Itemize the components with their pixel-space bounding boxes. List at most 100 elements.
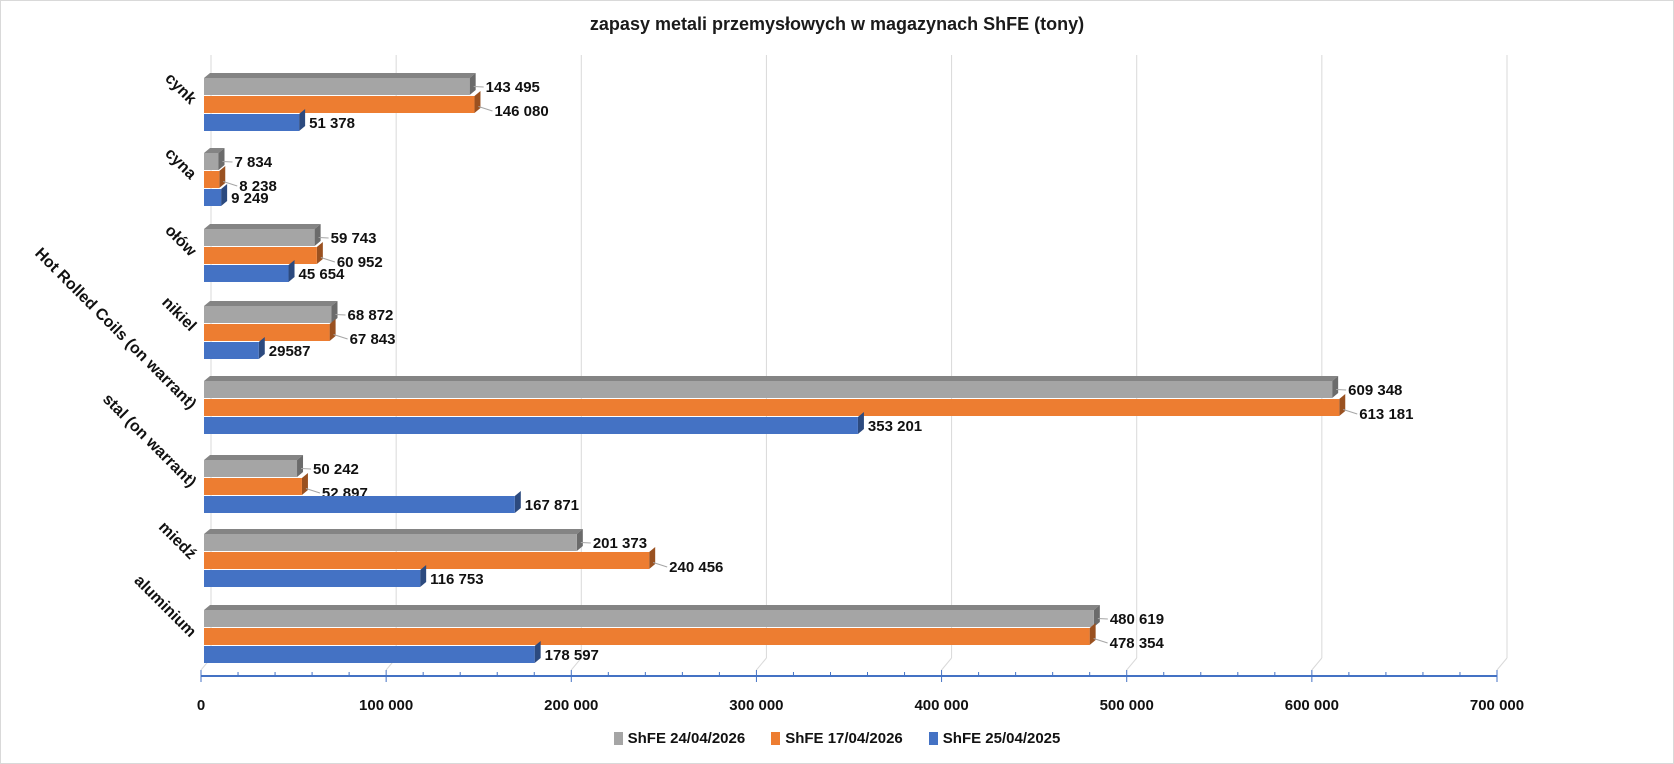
bar-side-face — [534, 641, 541, 663]
gridline-floor — [1126, 657, 1138, 671]
category-label: miedź — [155, 519, 199, 563]
data-label-leader — [1343, 409, 1358, 415]
gridline-floor — [570, 657, 582, 671]
x-tick-label: 200 000 — [544, 697, 598, 714]
bar-side-face — [1332, 376, 1339, 398]
bar — [204, 247, 317, 264]
data-label-leader — [335, 314, 346, 316]
legend-label: ShFE 25/04/2025 — [942, 730, 1061, 747]
bar — [204, 610, 1094, 627]
bar-side-face — [649, 547, 656, 569]
data-label: 353 201 — [868, 418, 922, 435]
data-label-leader — [223, 181, 238, 187]
bar-top-face — [204, 301, 338, 306]
bar-side-face — [219, 166, 226, 188]
bar-side-face — [288, 260, 295, 282]
data-label: 178 597 — [545, 647, 599, 664]
data-label-leader — [333, 334, 348, 340]
category-label: cynk — [161, 70, 199, 108]
bar-top-face — [204, 529, 583, 534]
bar — [204, 306, 332, 323]
bar-side-face — [576, 529, 583, 551]
bar-side-face — [474, 91, 481, 113]
bar-side-face — [301, 473, 308, 495]
bar — [204, 646, 535, 663]
x-tick-label: 100 000 — [359, 697, 413, 714]
bar — [204, 534, 577, 551]
bar — [204, 417, 858, 434]
data-label: 60 952 — [337, 254, 383, 271]
bar — [204, 399, 1340, 416]
data-label-leader — [300, 468, 312, 470]
gridline-floor — [1311, 657, 1323, 671]
data-label: 50 242 — [313, 461, 359, 478]
bar — [204, 229, 315, 246]
x-tick-label: 0 — [197, 697, 205, 714]
legend-swatch — [613, 732, 623, 745]
x-tick-label: 700 000 — [1470, 697, 1524, 714]
bar-side-face — [221, 184, 228, 206]
bar-side-face — [469, 73, 476, 95]
data-label: 29587 — [269, 343, 311, 360]
data-label: 45 654 — [299, 266, 346, 283]
legend-swatch — [928, 732, 938, 745]
chart-title: zapasy metali przemysłowych w magazynach… — [589, 14, 1085, 34]
bar-top-face — [204, 148, 225, 153]
legend-label: ShFE 24/04/2026 — [627, 730, 746, 747]
data-label: 146 080 — [494, 103, 548, 120]
data-label: 68 872 — [348, 307, 394, 324]
data-label: 7 834 — [235, 154, 273, 171]
legend-item: ShFE 25/04/2025 — [928, 730, 1061, 747]
bar — [204, 628, 1090, 645]
data-label: 240 456 — [669, 559, 723, 576]
bar — [204, 381, 1333, 398]
x-tick-label: 600 000 — [1285, 697, 1339, 714]
data-label-leader — [305, 488, 321, 494]
gridline-floor — [941, 657, 952, 671]
bar-side-face — [1339, 394, 1346, 416]
bar-top-face — [204, 455, 304, 460]
data-label-leader — [478, 106, 493, 112]
bar — [204, 552, 650, 569]
legend-item: ShFE 24/04/2026 — [613, 730, 746, 747]
data-label-leader — [653, 562, 668, 568]
bar — [204, 570, 421, 587]
bar-side-face — [331, 301, 338, 323]
bar-top-face — [204, 376, 1339, 381]
data-label-leader — [473, 86, 484, 88]
data-label-leader — [580, 542, 591, 544]
x-tick-label: 300 000 — [729, 697, 783, 714]
data-label: 116 753 — [430, 571, 483, 588]
bar-side-face — [329, 319, 336, 341]
data-label: 67 843 — [350, 331, 396, 348]
data-label: 167 871 — [525, 497, 579, 514]
bar-side-face — [299, 109, 306, 131]
category-label: nikiel — [158, 294, 199, 335]
category-label: aluminium — [131, 572, 200, 641]
data-label: 609 348 — [1348, 382, 1402, 399]
bar — [204, 265, 289, 282]
category-label: cyna — [161, 145, 199, 183]
bar — [204, 153, 219, 170]
bar — [204, 324, 330, 341]
data-label-leader — [318, 237, 329, 239]
bar-side-face — [297, 455, 304, 477]
bar-side-face — [857, 412, 864, 434]
bar-top-face — [204, 73, 476, 78]
data-label-leader — [1093, 638, 1108, 644]
bar — [204, 96, 475, 113]
data-label-leader — [1097, 618, 1108, 620]
bar — [204, 478, 302, 495]
bar-side-face — [514, 491, 521, 513]
bar — [204, 460, 298, 477]
x-tick-label: 400 000 — [914, 697, 968, 714]
bar-side-face — [314, 224, 321, 246]
legend-label: ShFE 17/04/2026 — [785, 730, 903, 747]
legend: ShFE 24/04/2026 ShFE 17/04/2026 ShFE 25/04… — [0, 730, 1674, 747]
data-label: 478 354 — [1110, 635, 1165, 652]
bar-side-face — [218, 148, 225, 170]
data-label: 143 495 — [486, 79, 540, 96]
legend-item: ShFE 17/04/2026 — [771, 730, 903, 747]
bar — [204, 342, 259, 359]
